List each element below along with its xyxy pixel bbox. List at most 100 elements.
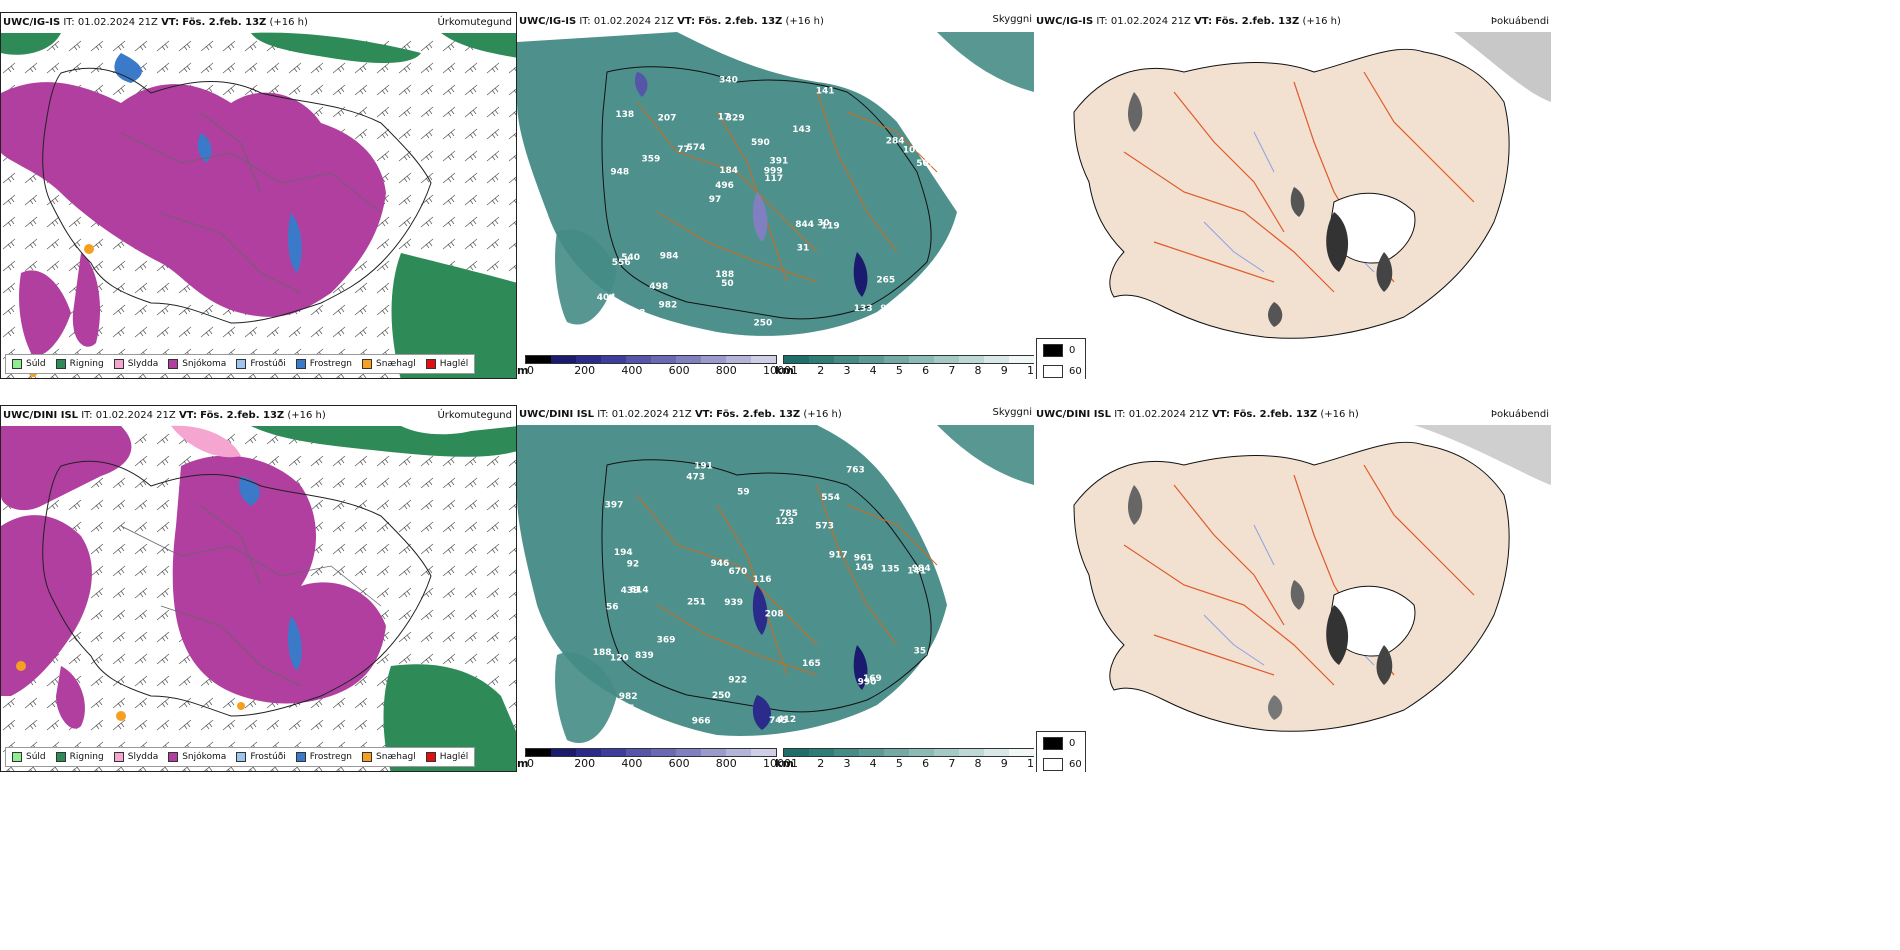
scale-cell	[909, 749, 934, 756]
precip-panel-row2: UWC/DINI ISL IT: 01.02.2024 21Z VT: Fös.…	[0, 405, 517, 772]
peak-label: 498	[649, 282, 668, 292]
peak-label: 207	[658, 114, 677, 124]
scale-cell	[809, 749, 834, 756]
peak-label: 106	[903, 146, 922, 156]
legend-swatch	[362, 752, 373, 762]
panel-header: UWC/DINI ISL IT: 01.02.2024 21Z VT: Fös.…	[3, 410, 326, 421]
scale-unit: m	[517, 757, 529, 770]
scale-tick: 0	[527, 364, 534, 377]
legend-swatch	[168, 752, 179, 762]
scale-tick: 10	[1027, 364, 1034, 377]
scale-tick: 4	[869, 757, 877, 770]
peak-label: 404	[597, 293, 616, 303]
peak-label: 149	[855, 563, 874, 573]
scale-tick: 5	[895, 364, 903, 377]
peak-label: 614	[630, 586, 649, 596]
scale-cell	[784, 749, 809, 756]
scale-tick: 800	[715, 757, 737, 770]
legend-swatch	[425, 752, 436, 762]
peak-label: 540	[621, 253, 640, 263]
peak-label: 355	[616, 704, 635, 714]
legend-label: Snjókoma	[182, 359, 227, 369]
peak-label: 785	[779, 509, 798, 519]
scale-tick: 5	[895, 757, 903, 770]
peak-label: 35	[914, 646, 927, 656]
scale-cell	[934, 749, 959, 756]
legend-swatch	[12, 359, 22, 369]
legend-label: Rigning	[69, 752, 104, 762]
legend-label: Haglél	[439, 752, 469, 762]
scale-tick: 1000	[763, 757, 791, 770]
peak-label: 939	[724, 598, 743, 608]
peak-label: 97	[709, 195, 722, 205]
peak-label: 194	[614, 548, 633, 558]
legend-label: Rigning	[69, 359, 104, 369]
peak-label: 391	[770, 157, 789, 167]
scale-tick: 6	[922, 757, 930, 770]
legend-label: Slydda	[127, 359, 159, 369]
peak-label: 265	[876, 276, 895, 286]
cloud-panel-row2: UWC/DINI ISL IT: 01.02.2024 21Z VT: Fös.…	[517, 405, 1034, 772]
peak-label: 141	[816, 86, 835, 96]
panel-header: UWC/IG-IS IT: 01.02.2024 21Z VT: Fös. 2.…	[3, 17, 308, 28]
legend-item: Snæhagl	[362, 359, 416, 369]
peak-label: 763	[846, 466, 865, 476]
scale-tick: 8	[974, 364, 982, 377]
peak-label: 120	[610, 654, 629, 664]
legend-swatch	[362, 359, 373, 369]
scale-cell	[859, 356, 884, 363]
peak-label: 133	[854, 304, 873, 314]
legend-swatch	[295, 752, 306, 762]
scale-cell	[751, 356, 776, 363]
peak-label: 990	[858, 678, 877, 688]
scale-cell	[601, 356, 626, 363]
scale-tick: 9	[1000, 757, 1008, 770]
scale-cell	[984, 356, 1009, 363]
peak-label: 993	[627, 308, 646, 318]
scale-tick: 8	[974, 757, 982, 770]
scale-cell	[526, 356, 551, 363]
panel-title: Úrkomutegund	[437, 410, 512, 421]
fog-panel-row2: UWC/DINI ISL IT: 01.02.2024 21Z VT: Fös.…	[1034, 405, 1551, 772]
peak-label: 397	[605, 501, 624, 511]
scale-cell	[959, 749, 984, 756]
scale-cell	[1009, 356, 1034, 363]
peak-label: 250	[712, 691, 731, 701]
legend-label: Slydda	[127, 752, 159, 762]
cloud-legend: 0 60	[1036, 731, 1086, 772]
legend-label: Haglél	[439, 359, 469, 369]
fog-panel-row1: UWC/IG-IS IT: 01.02.2024 21Z VT: Fös. 2.…	[1034, 12, 1551, 379]
peak-label: 340	[719, 75, 738, 85]
visibility-scale: km1 2 3 4 5 6 7 8 9 10	[775, 748, 1034, 770]
peak-label: 839	[635, 651, 654, 661]
peak-label: 948	[610, 168, 629, 178]
precip-legend: Súld Rigning Slydda Snjókoma Frostúði Frostre…	[5, 354, 476, 374]
scale-cell	[959, 356, 984, 363]
scale-cell	[984, 749, 1009, 756]
panel-header: UWC/IG-IS IT: 01.02.2024 21Z VT: Fös. 2.…	[1036, 16, 1341, 27]
peak-label: 123	[775, 517, 794, 527]
peak-label: 670	[729, 567, 748, 577]
peak-label: 250	[754, 318, 773, 328]
peak-label: 251	[687, 598, 706, 608]
peak-label: 369	[657, 635, 676, 645]
legend-label: Snjókoma	[182, 752, 227, 762]
peak-label: 473	[686, 473, 705, 483]
scale-tick: 600	[668, 757, 690, 770]
scale-cell	[751, 749, 776, 756]
scale-cell	[676, 749, 701, 756]
peak-label: 507	[916, 159, 935, 169]
scale-tick: 200	[574, 757, 596, 770]
legend-swatch	[236, 752, 247, 762]
peak-label: 917	[829, 551, 848, 561]
scale-tick: 7	[948, 364, 956, 377]
peak-label: 961	[854, 553, 873, 563]
precip-panel-row1: UWC/IG-IS IT: 01.02.2024 21Z VT: Fös. 2.…	[0, 12, 517, 379]
peak-label: 17	[718, 113, 731, 123]
peak-label: 143	[792, 125, 811, 135]
peak-label: 92	[627, 560, 640, 570]
peak-label: 946	[711, 559, 730, 569]
height-scale: m 0 200 400 600 800 1000	[517, 355, 791, 377]
scale-unit: km	[775, 364, 794, 377]
scale-tick: 10	[1027, 757, 1034, 770]
